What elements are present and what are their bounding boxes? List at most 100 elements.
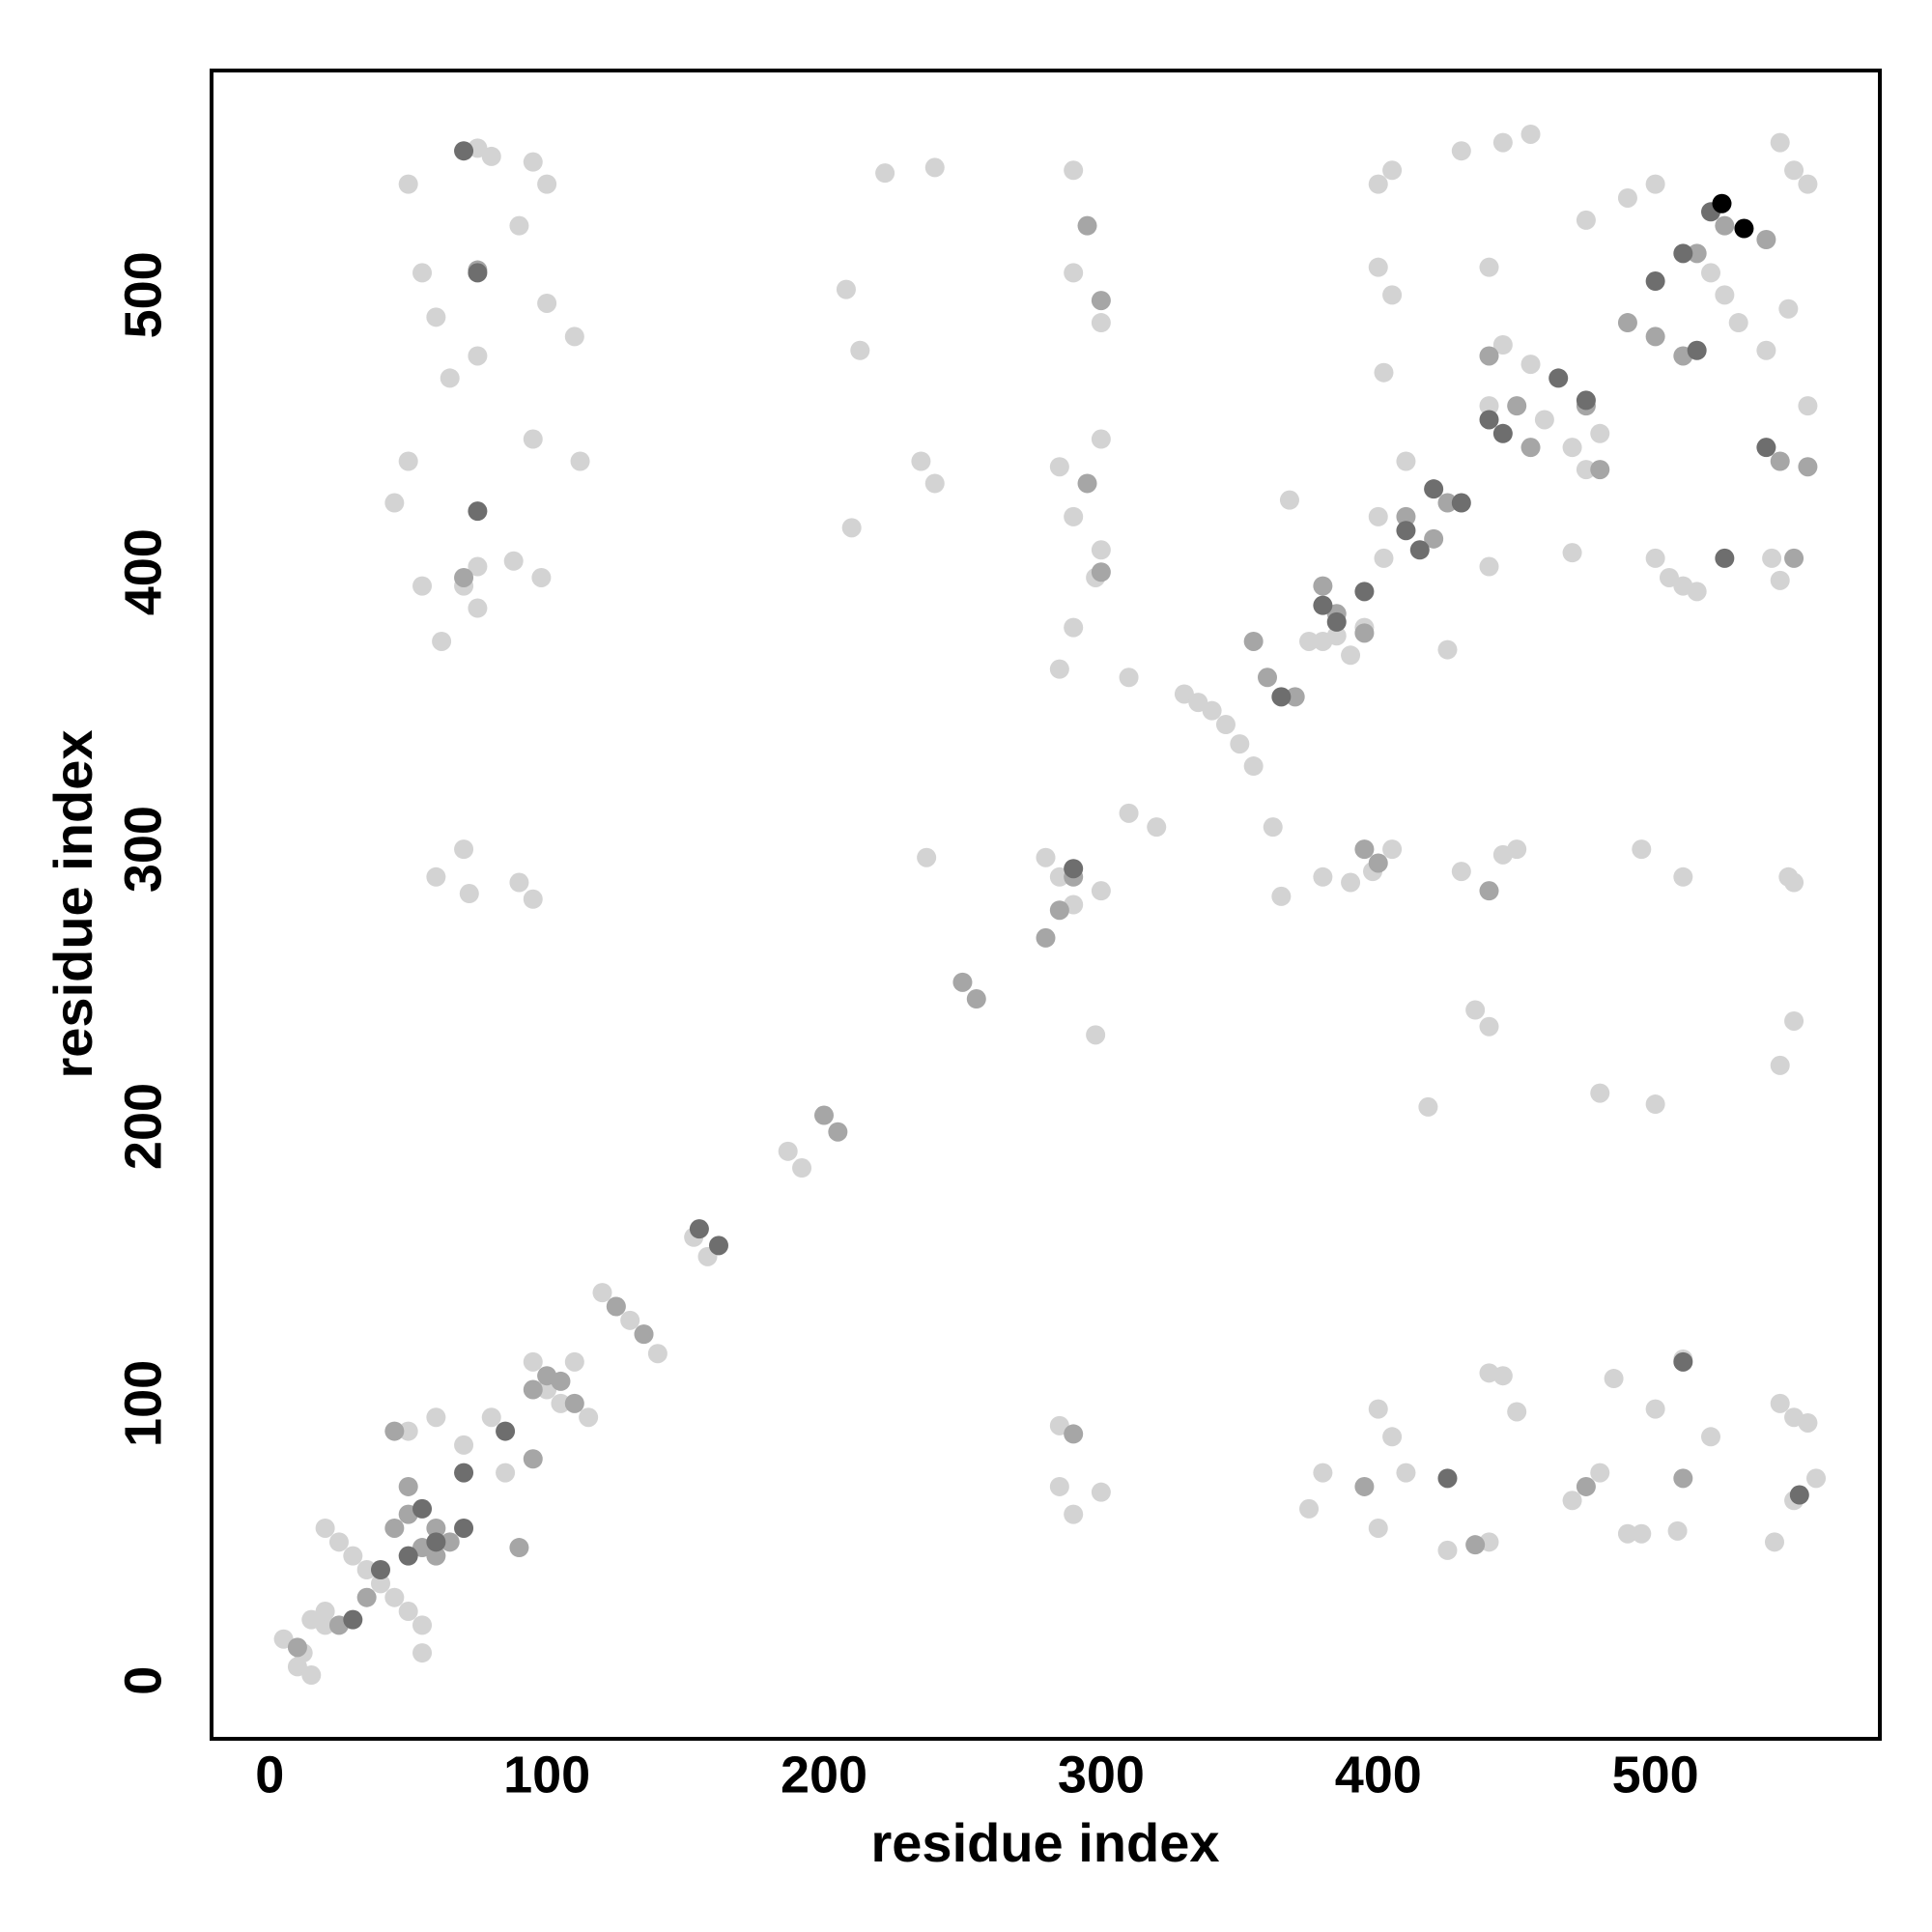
point [1064,263,1084,283]
point [1507,1402,1527,1422]
point [1382,160,1403,181]
point [468,501,488,522]
point [689,1219,709,1239]
point [1064,506,1084,526]
point [828,1122,848,1142]
point [1437,493,1458,513]
point [1534,410,1554,430]
point [1645,1094,1665,1115]
point [1326,611,1347,632]
point [1770,570,1790,590]
point [1036,927,1056,948]
point [564,1393,584,1413]
point [1424,528,1444,549]
point [1091,291,1111,311]
point [1243,631,1264,651]
point [1715,215,1735,236]
point [875,163,895,184]
point [1479,410,1499,430]
point [1789,1485,1809,1505]
point [496,1421,516,1441]
point [579,1407,599,1428]
point [1064,859,1084,879]
point [911,451,931,471]
point [459,884,479,904]
point [440,368,460,388]
point [1382,1427,1403,1447]
point [412,263,433,283]
point [1049,900,1069,921]
point [1326,626,1347,646]
point [1086,1025,1106,1045]
point [1728,313,1748,333]
point [384,1518,405,1538]
point [1590,460,1610,480]
point [1687,582,1707,602]
point [398,174,418,194]
point [1715,548,1735,568]
point [468,598,488,618]
point [531,567,552,587]
point [1590,1463,1610,1483]
point [1687,243,1707,264]
point [1784,160,1804,181]
point [384,493,405,513]
point [813,1105,834,1125]
point [1451,862,1471,882]
point [1451,141,1471,161]
point [496,1463,516,1483]
point [1313,867,1333,887]
point [1396,506,1416,526]
point [1492,423,1513,443]
point [426,1532,446,1552]
point [537,1379,557,1400]
point [1313,595,1333,615]
point [1784,1010,1804,1031]
point [570,451,590,471]
point [1313,1463,1333,1483]
point [509,215,529,236]
point [412,1615,433,1635]
point [1091,429,1111,449]
point [1576,1476,1596,1496]
point [1576,460,1596,480]
point [356,1587,377,1607]
y-tick-label: 400 [114,528,172,615]
x-tick-label: 300 [1058,1746,1145,1804]
point [1645,1399,1665,1419]
point [432,631,452,651]
point [454,1463,474,1483]
point [1049,659,1069,679]
point [1673,867,1693,887]
plot-frame [210,69,1882,1741]
point [370,1560,390,1580]
point [1645,174,1665,194]
point [1770,1393,1790,1413]
point [1712,193,1732,213]
x-tick-label: 100 [503,1746,590,1804]
point [398,1602,418,1622]
point [1762,548,1782,568]
point [1770,451,1790,471]
point [1271,687,1292,707]
point [1520,355,1541,375]
point [343,1546,363,1566]
point [917,847,937,867]
plot-area [273,124,1827,1686]
point [315,1518,335,1538]
point [1673,1351,1693,1372]
point [1645,548,1665,568]
point [647,1344,668,1364]
point [1673,243,1693,264]
point [1285,687,1305,707]
point [778,1141,798,1161]
point [1734,218,1754,239]
point [1562,438,1582,458]
point [564,1351,584,1372]
point [634,1324,654,1345]
x-tick-label: 0 [255,1746,284,1804]
point [1409,540,1430,560]
point [537,174,557,194]
point [924,473,945,494]
point [1091,1482,1111,1502]
